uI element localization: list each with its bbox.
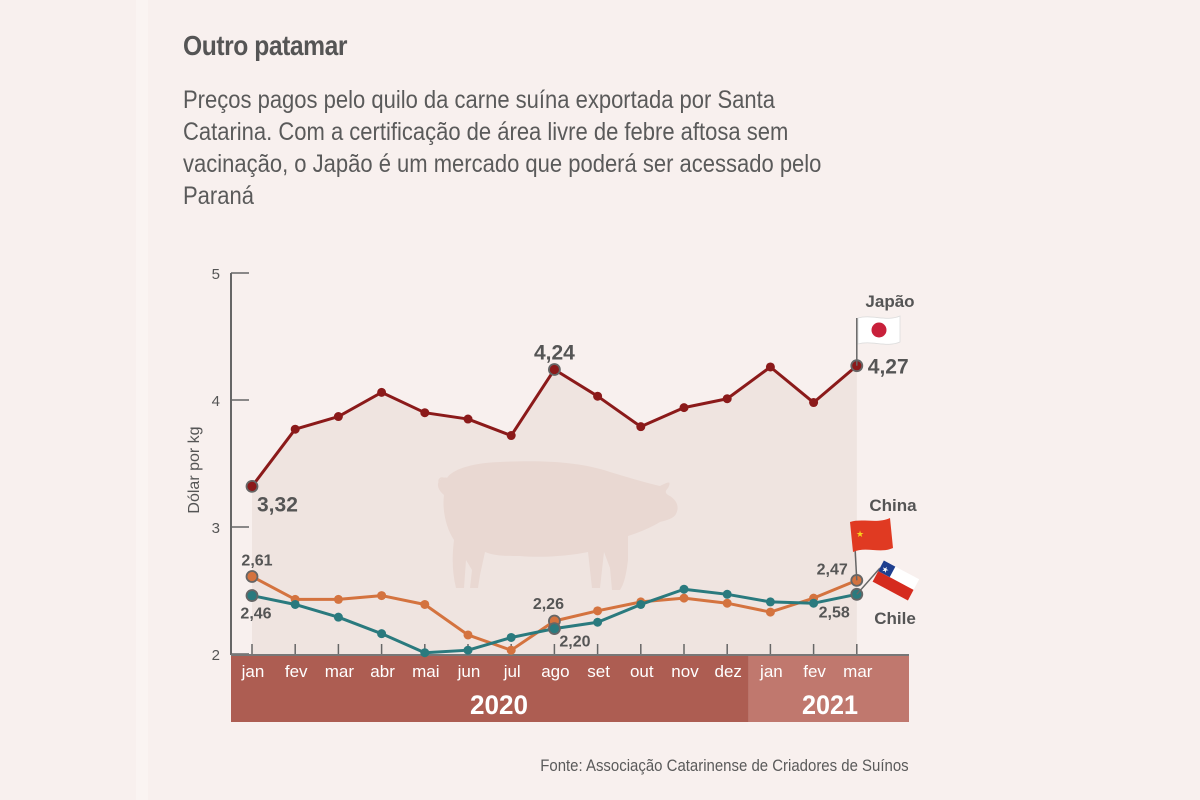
japan-flag-icon — [857, 315, 901, 345]
chile-flag-star: ★ — [880, 564, 891, 575]
data-point — [333, 612, 343, 622]
data-point — [722, 598, 732, 608]
background-stripe — [136, 0, 148, 800]
year-band-2021 — [748, 656, 909, 722]
data-point — [377, 387, 387, 397]
data-point — [636, 422, 646, 432]
month-label: mar — [843, 662, 873, 681]
data-point — [722, 394, 732, 404]
month-label: out — [630, 662, 654, 681]
data-point — [636, 599, 646, 609]
data-point — [420, 599, 430, 609]
pig-icon — [437, 461, 678, 590]
data-point — [593, 617, 603, 627]
month-label: jan — [759, 662, 783, 681]
legend-label-japao: Japão — [865, 292, 914, 311]
month-label: jul — [503, 662, 521, 681]
data-point — [463, 414, 473, 424]
pig-illustration — [437, 461, 678, 590]
year-label: 2021 — [802, 690, 858, 720]
data-point — [420, 648, 430, 658]
month-label: fev — [803, 662, 826, 681]
data-point — [506, 645, 516, 655]
data-point — [765, 597, 775, 607]
data-point — [809, 398, 819, 408]
data-point — [377, 629, 387, 639]
data-point — [377, 591, 387, 601]
data-point — [290, 424, 300, 434]
data-label: 2,58 — [819, 604, 850, 621]
data-label: 2,47 — [817, 561, 848, 578]
data-point — [506, 431, 516, 441]
data-label: 4,24 — [534, 342, 575, 365]
data-point — [463, 645, 473, 655]
y-tick-label: 4 — [212, 393, 220, 410]
month-label: jun — [457, 662, 481, 681]
data-label: 4,27 — [868, 356, 909, 379]
data-label: 2,26 — [533, 596, 564, 613]
month-label: abr — [370, 662, 395, 681]
data-point-highlight — [245, 589, 259, 602]
data-point — [506, 632, 516, 642]
data-point — [333, 412, 343, 422]
china-flag-icon: ★ — [850, 518, 893, 552]
data-point-highlight — [548, 622, 561, 635]
data-point — [765, 362, 775, 372]
y-axis-label: Dólar por kg — [186, 426, 203, 513]
year-band-2020 — [231, 656, 749, 722]
month-label: jan — [241, 662, 265, 681]
pig-tail-icon — [438, 477, 446, 485]
month-label: mai — [412, 662, 439, 681]
data-point — [809, 598, 819, 608]
y-tick-label: 5 — [212, 266, 220, 283]
chile-flag-red — [872, 571, 914, 601]
data-point — [679, 593, 689, 603]
month-label: nov — [671, 662, 699, 681]
japan-flag-sun — [871, 322, 887, 338]
chile-flag-canton — [878, 560, 896, 578]
data-point — [420, 408, 430, 418]
data-point — [679, 403, 689, 413]
y-axis: 2 3 4 5 Dólar por kg — [186, 266, 909, 664]
month-label: dez — [714, 662, 741, 681]
year-label: 2020 — [470, 690, 528, 720]
flag-pole — [856, 567, 881, 595]
legend-label-chile: Chile — [874, 609, 916, 628]
data-point-highlight — [548, 363, 561, 376]
china-flag-star: ★ — [856, 530, 864, 540]
series-lines — [245, 359, 864, 658]
data-point — [593, 606, 603, 616]
data-label: 2,46 — [240, 606, 271, 623]
month-label: ago — [541, 662, 569, 681]
data-point — [463, 630, 473, 640]
data-point — [679, 584, 689, 594]
china-flag-cloth — [850, 518, 893, 552]
data-label: 2,20 — [559, 634, 590, 651]
data-point-highlight — [245, 479, 259, 493]
month-label: fev — [285, 662, 308, 681]
month-label: mar — [325, 662, 355, 681]
legend-label-china: China — [869, 496, 917, 515]
data-point — [765, 607, 775, 617]
data-label: 3,32 — [257, 493, 298, 516]
data-point — [722, 589, 732, 599]
data-point — [290, 599, 300, 609]
page-subtitle: Preços pagos pelo quilo da carne suína e… — [183, 86, 822, 210]
data-labels: 3,32 4,24 4,27 2,61 2,26 2,47 2,46 2,20 2,58 — [240, 342, 908, 651]
month-label: set — [587, 662, 610, 681]
y-tick-label: 3 — [212, 520, 220, 537]
source-note: Fonte: Associação Catarinense de Criador… — [540, 756, 909, 775]
data-point-highlight — [245, 570, 259, 583]
data-point — [333, 594, 343, 604]
y-tick-label: 2 — [212, 647, 220, 664]
legend-flags: Japão ★ China ★ Chile — [850, 292, 920, 628]
data-label: 2,61 — [241, 553, 272, 570]
chile-flag-icon: ★ — [872, 560, 920, 601]
page-title: Outro patamar — [183, 30, 348, 61]
data-point — [593, 391, 603, 401]
